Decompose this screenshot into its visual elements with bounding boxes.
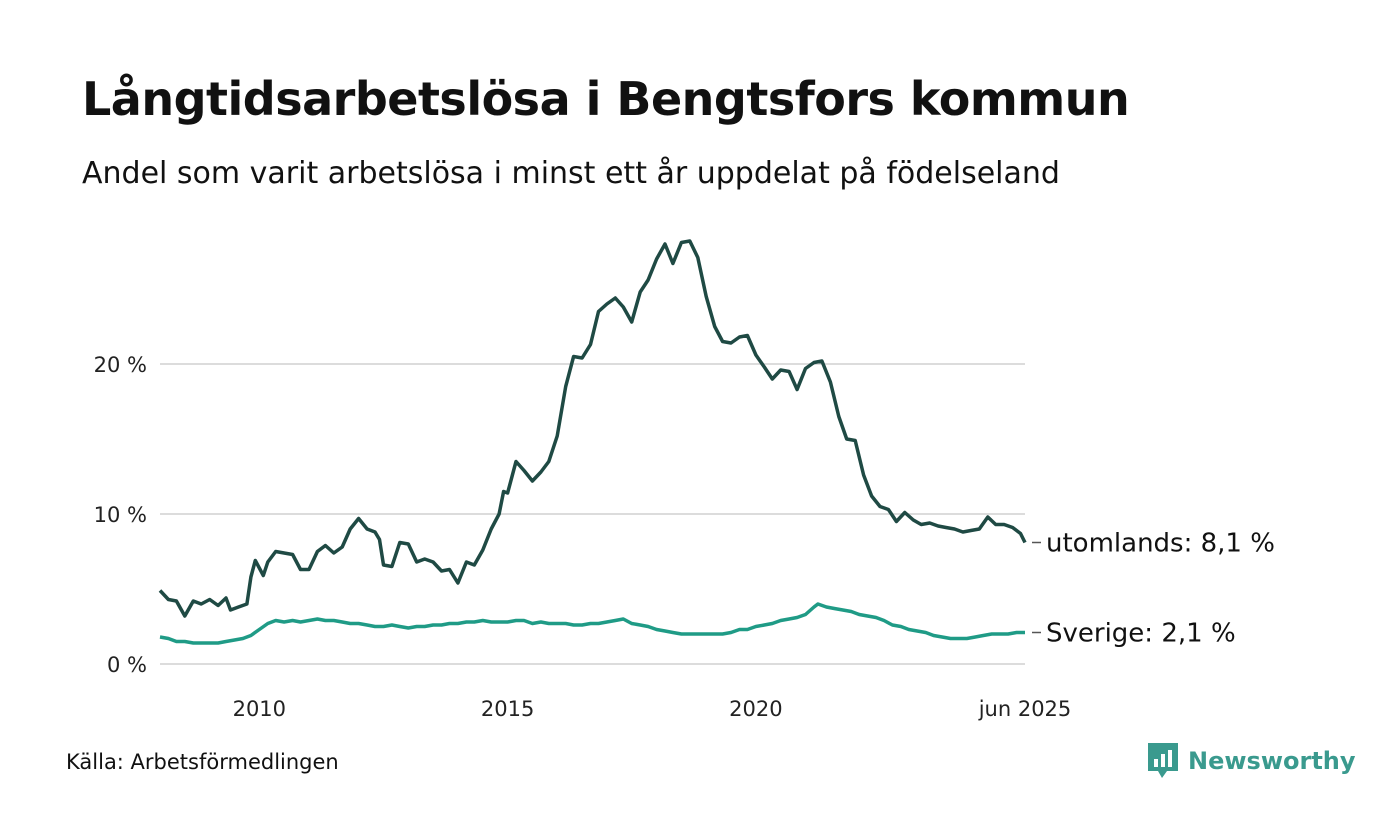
- series-lines: [158, 239, 1027, 645]
- series-end-label-0: utomlands: 8,1 %: [1046, 529, 1275, 559]
- brand-name: Newsworthy: [1188, 747, 1356, 775]
- y-tick-label: 20 %: [94, 353, 147, 377]
- series-end-label-1: Sverige: 2,1 %: [1046, 619, 1236, 649]
- chart-subtitle: Andel som varit arbetslösa i minst ett å…: [82, 156, 1060, 191]
- end-labels: utomlands: 8,1 % Sverige: 2,1 %: [1032, 529, 1275, 649]
- y-tick-label: 10 %: [94, 503, 147, 527]
- series-line-1: [159, 602, 1025, 645]
- newsworthy-icon: [1148, 743, 1178, 778]
- series-line-0: [158, 239, 1027, 618]
- x-tick-label: 2010: [233, 697, 286, 721]
- source-note: Källa: Arbetsförmedlingen: [66, 750, 339, 774]
- y-tick-label: 0 %: [107, 653, 147, 677]
- gridlines: [160, 363, 1025, 665]
- chart-title: Långtidsarbetslösa i Bengtsfors kommun: [82, 72, 1130, 126]
- x-tick-label: 2020: [729, 697, 782, 721]
- x-axis-ticks: 2010 2015 2020 jun 2025: [233, 697, 1072, 721]
- brand-logo: Newsworthy: [1148, 743, 1356, 779]
- x-tick-label: 2015: [481, 697, 534, 721]
- y-axis-ticks: 0 % 10 % 20 %: [94, 353, 147, 677]
- x-tick-label: jun 2025: [978, 697, 1072, 721]
